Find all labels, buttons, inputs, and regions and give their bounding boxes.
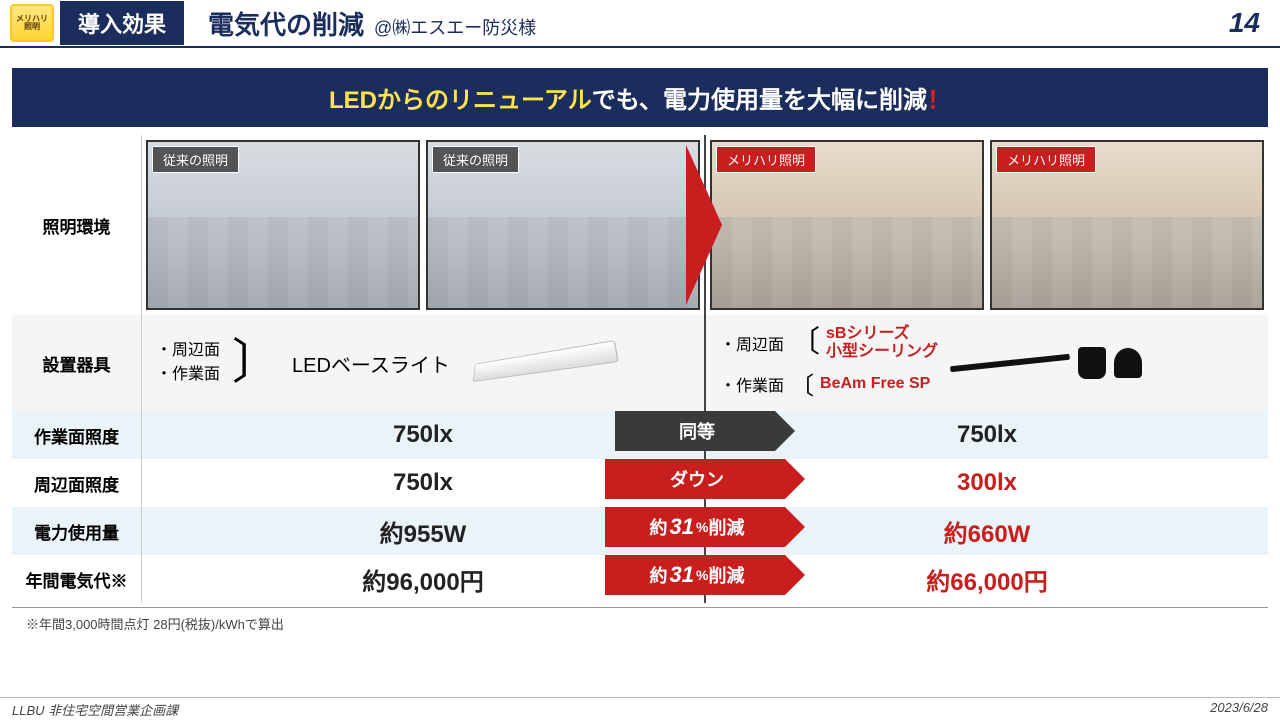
title-sub: @㈱エスエー防災様 bbox=[374, 14, 536, 40]
fixtures-before: ・周辺面 ・作業面 〕 LEDベースライト bbox=[142, 315, 704, 411]
r4-pre: 約 bbox=[650, 562, 668, 588]
photo-tag-old-1: 従来の照明 bbox=[152, 146, 239, 173]
r2-ribbon: ダウン bbox=[605, 459, 805, 499]
header-bar: メリハリ 照明 導入効果 電気代の削減 @㈱エスエー防災様 14 bbox=[0, 0, 1280, 48]
fix-right-name1: sBシリーズ bbox=[826, 325, 938, 343]
baselight-icon bbox=[472, 340, 618, 382]
spotlight-icon-2 bbox=[1114, 348, 1142, 378]
banner-seg2: でも、電力使用量を大幅に削減 bbox=[592, 87, 927, 114]
photo-tag-new-2: メリハリ照明 bbox=[996, 146, 1096, 173]
fix-left-line2: ・作業面 bbox=[156, 363, 220, 387]
arrow-transition bbox=[686, 145, 722, 305]
footer-left: LLBU 非住宅空間営業企画課 bbox=[12, 700, 178, 719]
label-lighting-env: 照明環境 bbox=[12, 135, 142, 315]
bracket-small-icon-2: 〔 bbox=[790, 366, 814, 401]
photos-before: 従来の照明 従来の照明 bbox=[142, 135, 704, 315]
r1-left: 750lx bbox=[393, 421, 453, 449]
label-r2: 周辺面照度 bbox=[12, 459, 142, 507]
r4-pct: % bbox=[696, 567, 708, 583]
r1-ribbon: 同等 bbox=[615, 411, 795, 451]
title-main: 電気代の削減 bbox=[208, 5, 364, 42]
bracket-small-icon: 〔 bbox=[790, 334, 820, 352]
footnote: ※年間3,000時間点灯 28円(税抜)/kWhで算出 bbox=[12, 607, 1268, 639]
row-work-illuminance: 作業面照度 750lx 750lx 同等 bbox=[12, 411, 1268, 459]
label-fixtures: 設置器具 bbox=[12, 315, 142, 411]
logo-text-bottom: 照明 bbox=[24, 23, 40, 31]
r2-mid: ダウン bbox=[670, 466, 724, 492]
label-r3: 電力使用量 bbox=[12, 507, 142, 555]
r2-right: 300lx bbox=[957, 469, 1017, 497]
r4-big: 31 bbox=[670, 562, 694, 588]
r3-left: 約955W bbox=[380, 514, 467, 549]
r1-right: 750lx bbox=[957, 421, 1017, 449]
headline-banner: LEDからのリニューアルでも、電力使用量を大幅に削減！ bbox=[12, 68, 1268, 127]
row-annual-cost: 年間電気代※ 約96,000円 約66,000円 約 31% 削減 bbox=[12, 555, 1268, 603]
footer-right: 2023/6/28 bbox=[1210, 700, 1268, 719]
fix-right-name2: 小型シーリング bbox=[826, 343, 938, 361]
fix-right-name3: BeAm Free SP bbox=[820, 375, 930, 393]
r3-pre: 約 bbox=[650, 514, 668, 540]
row-fixtures: 設置器具 ・周辺面 ・作業面 〕 LEDベースライト ・周辺面 〔 sBシリーズ… bbox=[12, 315, 1268, 411]
footer: LLBU 非住宅空間営業企画課 2023/6/28 bbox=[0, 697, 1280, 721]
row-ambient-illuminance: 周辺面照度 750lx 300lx ダウン bbox=[12, 459, 1268, 507]
fix-right-l1-label: ・周辺面 bbox=[720, 331, 784, 355]
r4-suf: 削減 bbox=[708, 562, 744, 588]
bracket-icon: 〕 bbox=[232, 346, 280, 380]
fixtures-after-list: ・周辺面 〔 sBシリーズ 小型シーリング ・作業面 〔 BeAm Free S… bbox=[720, 325, 938, 401]
banner-seg3: ！ bbox=[927, 87, 951, 114]
label-r4: 年間電気代※ bbox=[12, 555, 142, 603]
photo-after-1: メリハリ照明 bbox=[710, 140, 984, 310]
section-tag: 導入効果 bbox=[60, 1, 184, 45]
page-number: 14 bbox=[1229, 7, 1260, 39]
photo-before-1: 従来の照明 bbox=[146, 140, 420, 310]
spotlight-icon-1 bbox=[1078, 347, 1106, 379]
fixture-left-areas: ・周辺面 ・作業面 bbox=[156, 339, 220, 387]
logo-badge: メリハリ 照明 bbox=[10, 4, 54, 42]
track-rail-icon bbox=[950, 354, 1070, 373]
r4-left: 約96,000円 bbox=[362, 562, 483, 597]
photo-after-2: メリハリ照明 bbox=[990, 140, 1264, 310]
label-r1: 作業面照度 bbox=[12, 411, 142, 459]
fix-right-l2-label: ・作業面 bbox=[720, 372, 784, 396]
comparison-grid: 照明環境 従来の照明 従来の照明 メリハリ照明 メリハリ照明 設置器具 bbox=[12, 135, 1268, 603]
fixture-before-name: LEDベースライト bbox=[292, 349, 450, 378]
fixtures-after: ・周辺面 〔 sBシリーズ 小型シーリング ・作業面 〔 BeAm Free S… bbox=[704, 315, 1268, 411]
r4-right: 約66,000円 bbox=[926, 562, 1047, 597]
r4-ribbon: 約 31% 削減 bbox=[605, 555, 805, 595]
r3-pct: % bbox=[696, 519, 708, 535]
row-power-usage: 電力使用量 約955W 約660W 約 31% 削減 bbox=[12, 507, 1268, 555]
photo-tag-new-1: メリハリ照明 bbox=[716, 146, 816, 173]
row-photos: 照明環境 従来の照明 従来の照明 メリハリ照明 メリハリ照明 bbox=[12, 135, 1268, 315]
photo-before-2: 従来の照明 bbox=[426, 140, 700, 310]
spotlight-icons bbox=[950, 347, 1142, 379]
r3-right: 約660W bbox=[944, 514, 1031, 549]
fix-left-line1: ・周辺面 bbox=[156, 339, 220, 363]
page-title: 電気代の削減 @㈱エスエー防災様 bbox=[208, 5, 536, 42]
photos-after: メリハリ照明 メリハリ照明 bbox=[704, 135, 1268, 315]
r3-ribbon: 約 31% 削減 bbox=[605, 507, 805, 547]
r3-suf: 削減 bbox=[708, 514, 744, 540]
r3-big: 31 bbox=[670, 514, 694, 540]
banner-seg1: LEDからのリニューアル bbox=[329, 87, 592, 114]
photo-tag-old-2: 従来の照明 bbox=[432, 146, 519, 173]
r1-mid: 同等 bbox=[679, 418, 715, 444]
r2-left: 750lx bbox=[393, 469, 453, 497]
